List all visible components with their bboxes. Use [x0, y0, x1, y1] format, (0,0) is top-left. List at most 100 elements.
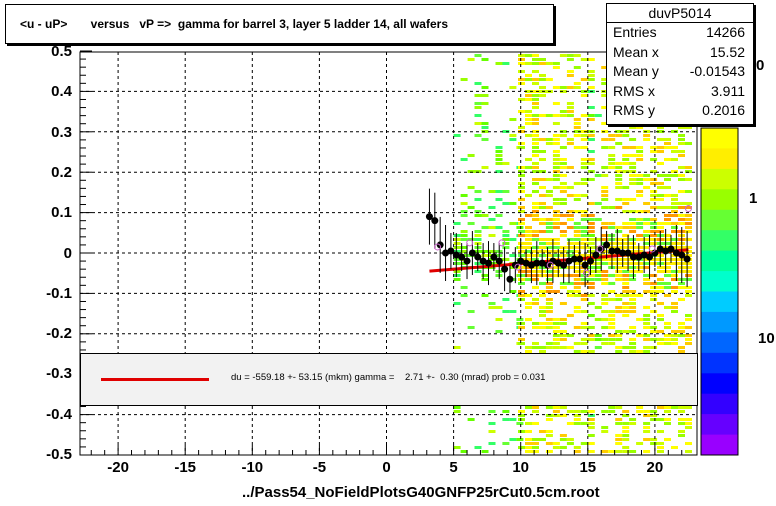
heatmap-cell — [495, 150, 503, 153]
heatmap-cell — [580, 246, 588, 249]
heatmap-cell — [460, 294, 468, 297]
heatmap-cell — [622, 346, 630, 349]
heatmap-cell — [474, 238, 482, 241]
heatmap-cell — [594, 218, 602, 221]
heatmap-cell — [622, 282, 630, 285]
heatmap-cell — [650, 282, 658, 285]
heatmap-cell — [525, 430, 532, 433]
heatmap-cell — [615, 418, 623, 421]
heatmap-cell — [629, 250, 637, 253]
stats-value: 14266 — [706, 24, 745, 40]
heatmap-cell — [481, 226, 489, 229]
stats-row: Mean y -0.01543 — [607, 62, 753, 82]
heatmap-cell — [650, 298, 658, 301]
heatmap-cell — [636, 250, 644, 253]
heatmap-cell — [601, 174, 609, 177]
heatmap-cell — [532, 202, 539, 205]
heatmap-cell — [539, 346, 546, 349]
x-tick-label: 0 — [382, 459, 391, 476]
heatmap-cell — [532, 274, 539, 277]
heatmap-cell — [622, 426, 630, 429]
profile-point — [527, 261, 535, 269]
heatmap-cell — [453, 258, 461, 261]
heatmap-cell — [664, 246, 671, 249]
heatmap-cell — [650, 242, 658, 245]
heatmap-cell — [671, 302, 678, 305]
heatmap-cell — [685, 214, 692, 217]
heatmap-cell — [474, 198, 482, 201]
heatmap-cell — [622, 162, 630, 165]
heatmap-cell — [594, 258, 602, 261]
open-point — [498, 239, 506, 247]
profile-point — [597, 245, 605, 253]
heatmap-cell — [545, 322, 553, 325]
heatmap-cell — [636, 146, 644, 149]
heatmap-cell — [566, 274, 574, 277]
heatmap-cell — [664, 142, 671, 145]
heatmap-cell — [539, 170, 546, 173]
heatmap-cell — [467, 310, 475, 313]
heatmap-cell — [650, 310, 658, 313]
stats-key: Mean x — [613, 43, 659, 60]
heatmap-cell — [587, 410, 595, 413]
x-tick-label: -5 — [312, 459, 327, 476]
heatmap-cell — [566, 114, 574, 117]
heatmap-cell — [587, 58, 595, 61]
heatmap-cell — [671, 242, 678, 245]
heatmap-cell — [518, 98, 525, 101]
heatmap-cell — [685, 166, 692, 169]
heatmap-cell — [587, 218, 595, 221]
heatmap-cell — [545, 254, 553, 257]
heatmap-cell — [587, 294, 595, 297]
heatmap-cell — [650, 178, 658, 181]
profile-point — [629, 253, 637, 261]
heatmap-cell — [601, 338, 609, 341]
heatmap-cell — [532, 122, 539, 125]
heatmap-cell — [460, 250, 468, 253]
heatmap-cell — [545, 450, 553, 453]
heatmap-cell — [559, 54, 567, 57]
open-point — [433, 243, 441, 251]
heatmap-cell — [608, 322, 616, 325]
heatmap-cell — [678, 322, 685, 325]
heatmap-cell — [502, 238, 510, 241]
heatmap-cell — [601, 262, 609, 265]
heatmap-cell — [573, 66, 581, 69]
y-tick-label: 0.4 — [51, 83, 72, 101]
heatmap-cell — [453, 242, 461, 245]
heatmap-cell — [539, 58, 546, 61]
heatmap-cell — [474, 214, 482, 217]
heatmap-cell — [643, 414, 651, 417]
heatmap-cell — [601, 94, 609, 97]
heatmap-cell — [622, 154, 630, 157]
heatmap-cell — [615, 142, 623, 145]
heatmap-cell — [573, 410, 581, 413]
profile-point — [495, 257, 503, 265]
heatmap-cell — [467, 418, 475, 421]
heatmap-cell — [518, 430, 525, 433]
color-scale-bin — [701, 271, 738, 292]
stats-value: 0.2016 — [702, 102, 745, 118]
x-tick-label: 5 — [449, 459, 458, 476]
heatmap-cell — [559, 438, 567, 441]
heatmap-cell — [615, 162, 623, 165]
heatmap-cell — [601, 270, 609, 273]
x-tick-label: -20 — [107, 459, 129, 476]
heatmap-cell — [545, 286, 553, 289]
heatmap-cell — [636, 222, 644, 225]
profile-point — [431, 217, 439, 225]
heatmap-cell — [580, 254, 588, 257]
heatmap-cell — [608, 206, 616, 209]
heatmap-cell — [587, 334, 595, 337]
heatmap-cell — [532, 146, 539, 149]
heatmap-cell — [502, 162, 510, 165]
heatmap-cell — [518, 166, 525, 169]
heatmap-cell — [559, 406, 567, 409]
heatmap-cell — [559, 434, 567, 437]
heatmap-cell — [532, 250, 539, 253]
heatmap-cell — [587, 86, 595, 89]
heatmap-cell — [460, 78, 468, 81]
heatmap-cell — [453, 278, 461, 281]
heatmap-cell — [532, 266, 539, 269]
heatmap-cell — [664, 242, 671, 245]
